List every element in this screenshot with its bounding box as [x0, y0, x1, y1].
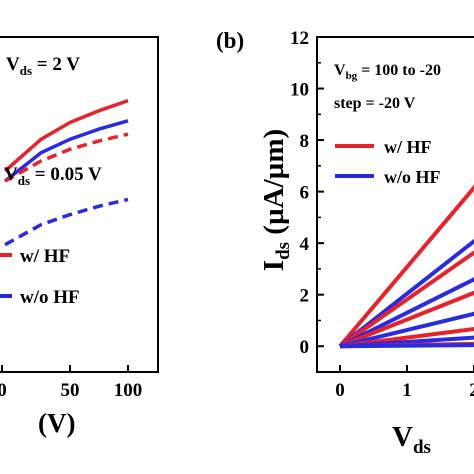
left-x-tick-label-0: 0 [0, 380, 7, 401]
left-x-ticks: 0 50 100 [0, 365, 142, 401]
left-series-0-line [3, 98, 129, 173]
left-series-2-line [4, 132, 129, 183]
right-annotation-step: step = -20 V [334, 95, 416, 112]
left-x-tick-label-1: 50 [61, 380, 80, 401]
right-x-tick-label-0: 0 [335, 380, 345, 401]
left-annotation-vds-2: Vds = 2 V [6, 54, 80, 78]
left-legend: w/ HF w/o HF [0, 246, 80, 308]
right-y-ticks: 0 2 4 6 8 10 12 [290, 28, 324, 358]
right-x-tick-label-2: 2 [469, 380, 474, 401]
left-series-1-line [3, 119, 129, 183]
right-legend: w/ HF w/o HF [335, 137, 441, 187]
right-series-5-line [339, 311, 474, 349]
right-series-3-line [339, 277, 474, 348]
right-legend-label-wo-hf: w/o HF [384, 167, 441, 187]
right-series-0-line [338, 184, 474, 348]
right-y-tick-label-4: 8 [300, 131, 310, 152]
left-plot-frame [0, 36, 159, 373]
right-y-tick-label-5: 10 [290, 80, 309, 101]
left-x-axis-label: (V) [38, 408, 75, 438]
right-y-axis-label: Ids (µA/µm) [258, 129, 294, 271]
right-series-4-line [339, 290, 474, 349]
left-legend-label-w-hf: w/ HF [20, 246, 70, 267]
right-series-group [338, 184, 474, 349]
left-x-tick-label-2: 100 [114, 380, 143, 401]
right-series-9-line [339, 343, 474, 349]
left-legend-label-wo-hf: w/o HF [20, 287, 80, 308]
right-x-ticks: 0 1 2 [335, 365, 474, 401]
right-series-2-line [338, 250, 474, 348]
right-annotation-vbg: Vbg = 100 to -20 [334, 62, 441, 82]
right-x-axis-label: Vds [392, 421, 431, 458]
right-y-tick-label-2: 4 [300, 234, 310, 255]
right-series-1-line [338, 238, 474, 348]
left-panel: 0 50 100 Vds = 2 V Vds = 0.05 V w/ HF w/o … [0, 36, 159, 438]
right-y-tick-label-0: 0 [300, 337, 310, 358]
right-legend-label-w-hf: w/ HF [384, 137, 432, 157]
panel-label-b: (b) [216, 28, 244, 53]
right-y-tick-label-3: 6 [300, 183, 310, 204]
right-y-tick-label-6: 12 [290, 28, 309, 49]
left-series-group [3, 98, 129, 247]
right-y-tick-label-1: 2 [300, 286, 310, 307]
right-x-tick-label-1: 1 [402, 380, 412, 401]
left-series-3-line [4, 197, 129, 247]
left-annotation-vds-005: Vds = 0.05 V [4, 164, 102, 188]
right-plot-frame [316, 36, 474, 373]
